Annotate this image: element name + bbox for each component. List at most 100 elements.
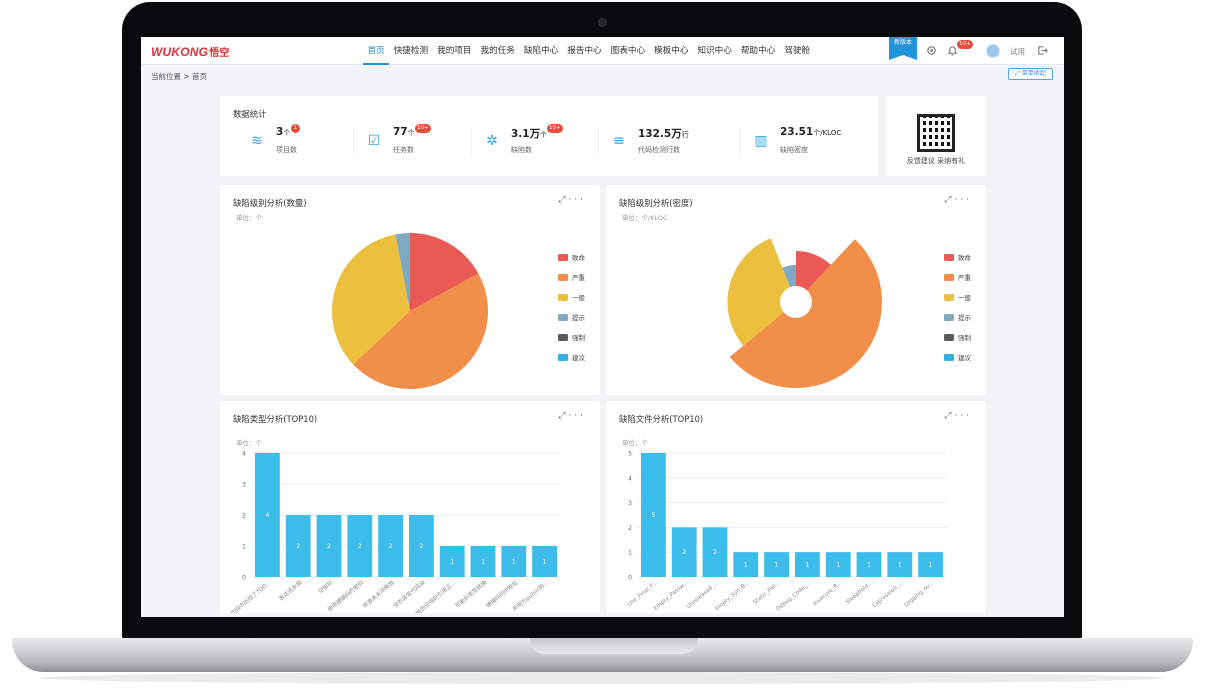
bar[interactable] — [378, 515, 403, 577]
main-nav: 首页 快捷检测 我的项目 我的任务 缺陷中心 报告中心 图表中心 模板中心 知识中心 帮助中心 驾驶… — [363, 37, 815, 65]
bar[interactable] — [702, 527, 728, 577]
bar-value-label: 1 — [898, 562, 902, 569]
bar[interactable] — [641, 453, 666, 577]
chart-title: 缺陷文件分析(TOP10) — [619, 414, 704, 424]
feedback-card[interactable]: 反馈建议 采纳有礼 — [886, 96, 986, 176]
legend-swatch — [558, 353, 568, 361]
bar[interactable] — [918, 552, 943, 577]
bar-value-label: 4 — [265, 512, 269, 519]
nav-item[interactable]: 我的任务 — [480, 46, 515, 56]
logout-icon[interactable] — [1036, 45, 1048, 57]
bar[interactable] — [671, 527, 697, 577]
rose-slice[interactable] — [727, 238, 791, 346]
username-label[interactable]: 试用 — [1010, 47, 1025, 56]
chart-unit: 单位：个 — [236, 439, 262, 447]
bar[interactable] — [733, 552, 759, 577]
nav-item[interactable]: 首页 — [363, 37, 390, 65]
legend-swatch — [944, 273, 954, 281]
breadcrumb: 当前位置 > 首页 — [151, 72, 208, 81]
legend-item[interactable]: 一般 — [558, 287, 585, 307]
x-tick-label: 表达式永假 — [277, 578, 304, 602]
new-version-ribbon[interactable]: 新版本 — [889, 37, 917, 60]
pie-slice[interactable] — [395, 233, 410, 311]
more-icon[interactable]: ··· — [954, 195, 972, 205]
legend-item[interactable]: 提示 — [558, 307, 585, 327]
more-icon[interactable]: ··· — [568, 195, 586, 205]
bar[interactable] — [764, 552, 789, 577]
expand-icon[interactable]: ⤢ — [558, 411, 569, 421]
expand-icon[interactable]: ⤢ — [944, 411, 955, 421]
bar[interactable] — [501, 546, 527, 577]
bar[interactable] — [255, 453, 280, 577]
bar[interactable] — [887, 552, 913, 577]
legend-item[interactable]: 提示 — [944, 307, 971, 327]
legend-label: 一般 — [958, 294, 971, 302]
bar[interactable] — [825, 552, 851, 577]
nav-item[interactable]: 缺陷中心 — [523, 46, 559, 56]
rose-slice[interactable] — [796, 251, 831, 291]
legend-item[interactable]: 严重 — [944, 267, 971, 287]
x-tick-label: 资源未关闭释放 — [361, 578, 396, 610]
avatar[interactable] — [986, 44, 1000, 58]
legend-label: 建议 — [958, 354, 971, 362]
nav-item[interactable]: 驾驶舱 — [784, 46, 811, 56]
nav-item[interactable]: 知识中心 — [697, 46, 732, 56]
legend-item[interactable]: 严重 — [558, 267, 585, 287]
bar[interactable] — [470, 546, 496, 577]
nav-item[interactable]: 模板中心 — [654, 46, 689, 56]
legend-label: 严重 — [958, 274, 971, 282]
pie-slice[interactable] — [332, 234, 410, 365]
settings-icon[interactable] — [925, 45, 937, 57]
bar-value-label: 1 — [481, 559, 485, 566]
nav-item[interactable]: 快捷检测 — [393, 46, 429, 56]
legend-swatch — [558, 293, 568, 301]
bell-icon[interactable] — [946, 45, 958, 57]
legend-label: 提示 — [572, 314, 585, 322]
stat-divider — [353, 128, 354, 156]
y-tick-label: 2 — [628, 525, 632, 532]
stat-label: 代码检测行数 — [638, 146, 680, 154]
expand-icon[interactable]: ⤢ — [944, 195, 955, 205]
x-tick-label: 可能的空指针引用正... — [410, 578, 458, 613]
more-icon[interactable]: ··· — [568, 411, 586, 421]
bar[interactable] — [856, 552, 882, 577]
legend-item[interactable]: 强制 — [558, 327, 585, 347]
legend-swatch — [944, 253, 954, 261]
bar[interactable] — [795, 552, 820, 577]
legend-item[interactable]: 强制 — [944, 327, 971, 347]
x-tick-label: Insecure_R... — [812, 580, 843, 608]
legend-item[interactable]: 建议 — [558, 347, 585, 367]
bar[interactable] — [285, 515, 311, 577]
app-logo[interactable]: WUKONG悟空 — [151, 45, 230, 59]
laptop-shadow — [40, 672, 1165, 684]
more-icon[interactable]: ··· — [954, 411, 972, 421]
chart-unit: 单位：个 — [622, 439, 648, 447]
bar-value-label: 2 — [296, 543, 300, 550]
bar[interactable] — [409, 515, 434, 577]
nav-item[interactable]: 报告中心 — [567, 46, 602, 56]
nav-item[interactable]: 我的项目 — [437, 46, 472, 56]
legend-item[interactable]: 致命 — [944, 247, 971, 267]
legend-item[interactable]: 建议 — [944, 347, 971, 367]
bar-value-label: 2 — [358, 543, 362, 550]
nav-item[interactable]: 帮助中心 — [740, 46, 776, 56]
rose-slice[interactable] — [729, 239, 882, 389]
nav-item[interactable]: 图表中心 — [610, 46, 646, 56]
bar-value-label: 1 — [929, 562, 933, 569]
bar-value-label: 1 — [450, 559, 454, 566]
bar[interactable] — [439, 546, 465, 577]
bar[interactable] — [532, 546, 557, 577]
bar-value-label: 1 — [744, 562, 748, 569]
expand-icon[interactable]: ⤢ — [558, 195, 569, 205]
bar-files-card: 缺陷文件分析(TOP10) 单位：个 ⤢··· 0 1 2 3 4 5 5 Use_Final… — [606, 401, 986, 613]
rose-slice[interactable] — [782, 265, 796, 288]
notification-badge: 10+ — [957, 40, 973, 49]
collapse-menu-button[interactable]: ⤢ 菜单收起 — [1008, 68, 1053, 80]
pie-slice[interactable] — [410, 233, 479, 311]
bar[interactable] — [347, 515, 373, 577]
bar[interactable] — [316, 515, 342, 577]
legend-item[interactable]: 致命 — [558, 247, 585, 267]
pie-slice[interactable] — [353, 273, 489, 390]
legend-item[interactable]: 一般 — [944, 287, 971, 307]
y-tick-label: 3 — [628, 500, 632, 507]
